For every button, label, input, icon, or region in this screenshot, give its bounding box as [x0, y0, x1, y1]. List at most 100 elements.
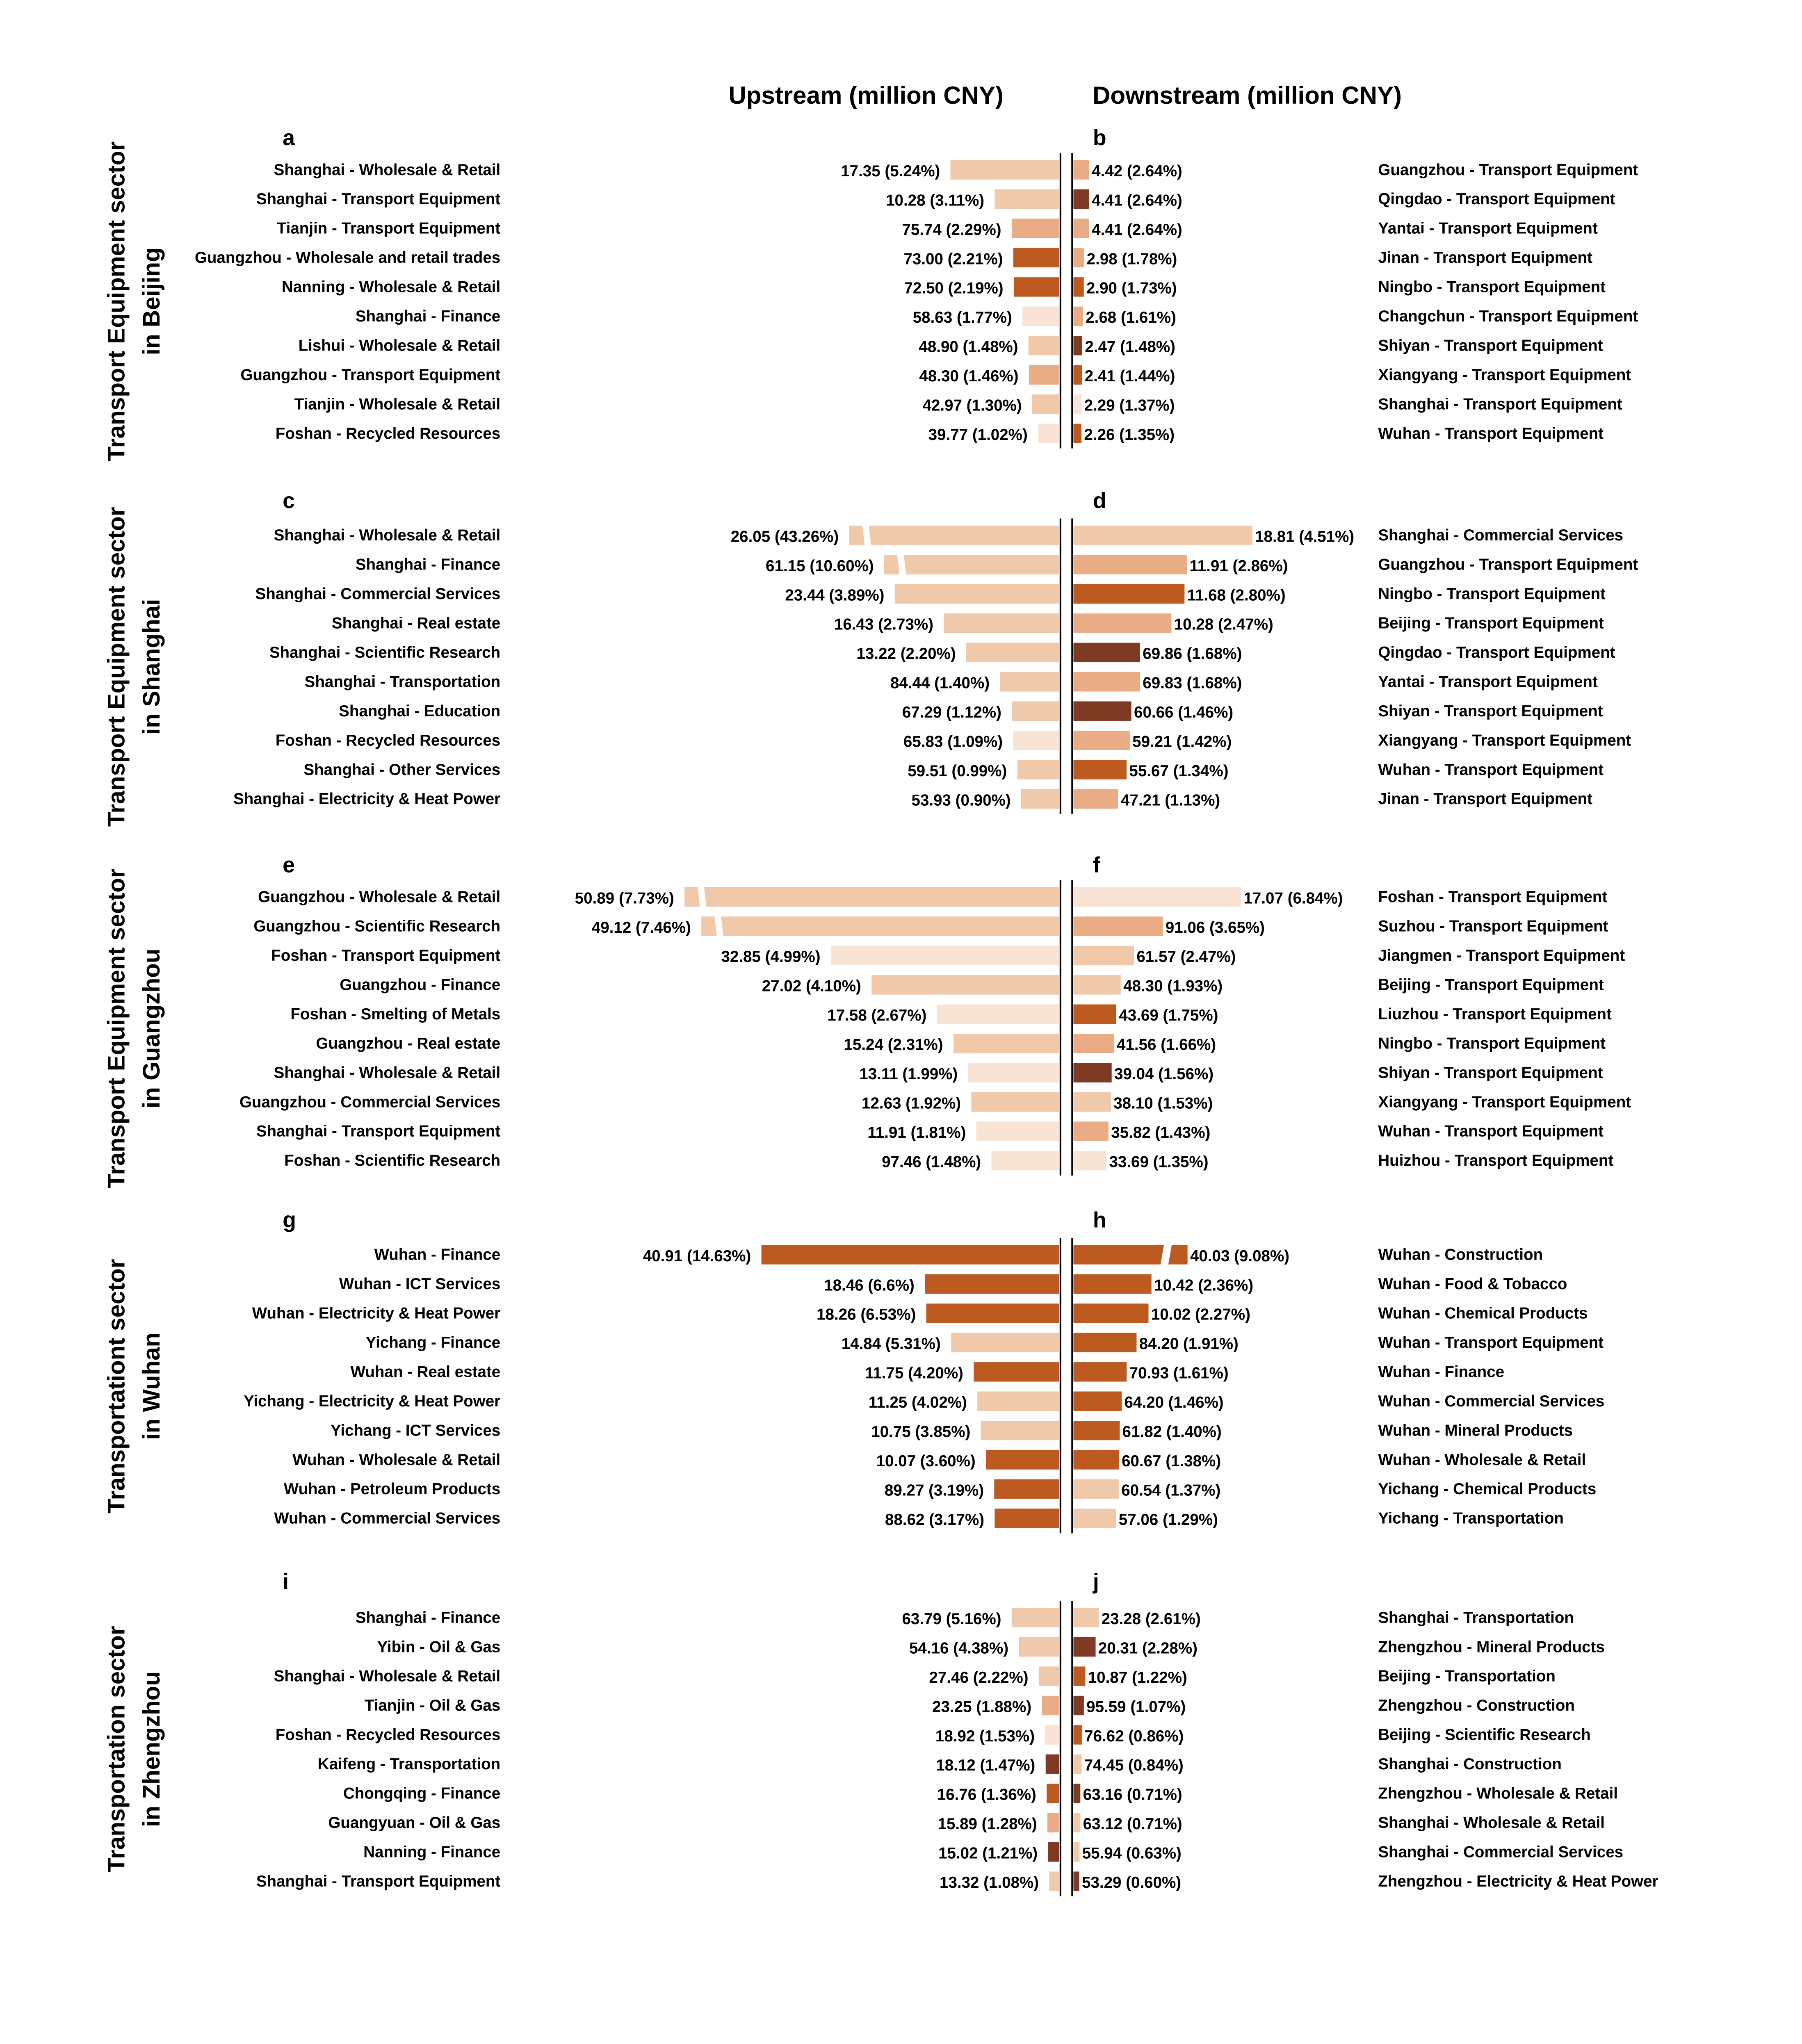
- downstream-row-label: Suzhou - Transport Equipment: [1378, 918, 1608, 935]
- downstream-row-label: Foshan - Transport Equipment: [1378, 888, 1607, 906]
- upstream-value-label: 40.91 (14.63%): [643, 1247, 751, 1265]
- panel-3: Transport Equipment sector in Guangzhou e f…: [103, 852, 1631, 1188]
- upstream-row-label: Shanghai - Real estate: [332, 615, 500, 632]
- downstream-bar: [1073, 584, 1185, 604]
- downstream-row-label: Xiangyang - Transport Equipment: [1378, 731, 1631, 749]
- downstream-bar: [1073, 1063, 1112, 1082]
- downstream-row-label: Wuhan - Finance: [1378, 1363, 1504, 1381]
- upstream-value-label: 27.46 (2.22%): [929, 1669, 1028, 1686]
- upstream-row-label: Yichang - ICT Services: [331, 1422, 500, 1439]
- downstream-bar: [1073, 394, 1082, 414]
- downstream-bar: [1073, 424, 1082, 443]
- upstream-value-label: 59.51 (0.99%): [908, 762, 1007, 780]
- downstream-bar: [1073, 1479, 1119, 1499]
- upstream-row-label: Shanghai - Wholesale & Retail: [274, 526, 501, 544]
- upstream-bar: [986, 1450, 1059, 1470]
- upstream-bar: [871, 975, 1059, 995]
- upstream-bar: [1013, 248, 1059, 268]
- downstream-value-label: 10.87 (1.22%): [1088, 1669, 1187, 1686]
- panel-title-line: in Guangzhou: [138, 948, 165, 1108]
- upstream-row-label: Wuhan - Electricity & Heat Power: [252, 1305, 500, 1322]
- panel-5: Transportation sector in Zhengzhou i j 63.79…: [103, 1570, 1658, 1896]
- downstream-bar: [1073, 1608, 1099, 1627]
- downstream-row-label: Yichang - Chemical Products: [1378, 1480, 1596, 1498]
- downstream-value-label: 64.20 (1.46%): [1124, 1394, 1223, 1411]
- downstream-row-label: Beijing - Scientific Research: [1378, 1726, 1590, 1744]
- panel-title-line: Transportation sector: [103, 1626, 130, 1872]
- upstream-bar: [994, 1479, 1059, 1499]
- upstream-bar: [937, 1004, 1059, 1024]
- upstream-value-label: 39.77 (1.02%): [928, 426, 1028, 444]
- downstream-bar: [1073, 1303, 1149, 1323]
- panel-label-upstream: c: [283, 488, 295, 513]
- upstream-bar: [995, 189, 1059, 209]
- downstream-row-label: Shiyan - Transport Equipment: [1378, 337, 1603, 354]
- downstream-row-label: Qingdao - Transport Equipment: [1378, 190, 1615, 208]
- upstream-row-label: Guangzhou - Real estate: [316, 1035, 500, 1052]
- upstream-row-label: Shanghai - Transport Equipment: [256, 1123, 501, 1140]
- upstream-value-label: 10.75 (3.85%): [871, 1423, 970, 1441]
- downstream-bar: [1073, 1034, 1114, 1053]
- downstream-bar: [1073, 219, 1089, 238]
- upstream-value-label: 11.25 (4.02%): [869, 1394, 967, 1411]
- upstream-bar: [977, 1391, 1059, 1411]
- downstream-value-label: 84.20 (1.91%): [1139, 1335, 1239, 1353]
- downstream-bar: [1073, 672, 1140, 692]
- upstream-bar: [925, 1274, 1059, 1294]
- downstream-bar: [1073, 1666, 1086, 1686]
- upstream-row-label: Shanghai - Finance: [356, 308, 500, 325]
- downstream-row-label: Shiyan - Transport Equipment: [1378, 1064, 1603, 1082]
- downstream-row-label: Yantai - Transport Equipment: [1378, 220, 1598, 237]
- upstream-bar: [1029, 365, 1059, 385]
- downstream-value-label: 38.10 (1.53%): [1113, 1094, 1213, 1112]
- downstream-value-label: 33.69 (1.35%): [1109, 1153, 1208, 1171]
- upstream-row-label: Wuhan - Wholesale & Retail: [292, 1451, 500, 1469]
- upstream-value-label: 13.11 (1.99%): [859, 1065, 958, 1083]
- downstream-value-label: 23.28 (2.61%): [1102, 1610, 1201, 1628]
- panel-title-line: Transportationt sector: [103, 1259, 130, 1513]
- downstream-row-label: Liuzhou - Transport Equipment: [1378, 1005, 1612, 1023]
- downstream-row-label: Jinan - Transport Equipment: [1378, 249, 1592, 267]
- upstream-bar: [1028, 336, 1059, 355]
- upstream-value-label: 72.50 (2.19%): [904, 280, 1003, 297]
- upstream-row-label: Guangzhou - Commercial Services: [240, 1093, 500, 1111]
- downstream-row-label: Shanghai - Commercial Services: [1378, 1843, 1623, 1861]
- downstream-row-label: Xiangyang - Transport Equipment: [1378, 1093, 1631, 1111]
- downstream-value-label: 2.47 (1.48%): [1085, 338, 1175, 356]
- upstream-row-label: Foshan - Transport Equipment: [271, 947, 500, 964]
- downstream-value-label: 2.29 (1.37%): [1084, 396, 1175, 414]
- panel-label-downstream: b: [1093, 125, 1106, 150]
- upstream-row-label: Shanghai - Finance: [356, 556, 500, 574]
- upstream-value-label: 50.89 (7.73%): [575, 889, 674, 907]
- upstream-bar: [1042, 1695, 1059, 1716]
- upstream-bar: [761, 1245, 1059, 1265]
- downstream-row-label: Changchun - Transport Equipment: [1378, 308, 1638, 325]
- upstream-value-label: 23.25 (1.88%): [932, 1698, 1031, 1716]
- downstream-value-label: 63.16 (0.71%): [1083, 1786, 1182, 1804]
- upstream-value-label: 18.12 (1.47%): [936, 1757, 1035, 1774]
- upstream-bar: [1017, 760, 1059, 779]
- upstream-bar: [1047, 1813, 1059, 1832]
- panel-label-downstream: f: [1093, 852, 1100, 877]
- downstream-row-label: Guangzhou - Transport Equipment: [1378, 556, 1638, 574]
- upstream-value-label: 49.12 (7.46%): [592, 919, 691, 937]
- downstream-bar: [1073, 887, 1241, 907]
- upstream-value-label: 18.92 (1.53%): [935, 1727, 1035, 1745]
- upstream-value-label: 10.07 (3.60%): [876, 1452, 976, 1470]
- upstream-bar: [995, 1509, 1059, 1528]
- downstream-value-label: 10.28 (2.47%): [1174, 616, 1273, 633]
- downstream-row-label: Wuhan - Food & Tobacco: [1378, 1275, 1567, 1293]
- upstream-row-label: Guangyuan - Oil & Gas: [328, 1814, 500, 1832]
- upstream-row-label: Shanghai - Transport Equipment: [256, 1873, 501, 1890]
- upstream-value-label: 18.26 (6.53%): [817, 1306, 916, 1324]
- upstream-row-label: Wuhan - Commercial Services: [274, 1510, 500, 1527]
- downstream-row-label: Shanghai - Transportation: [1378, 1609, 1574, 1627]
- bar-break-mark: [862, 524, 871, 547]
- downstream-row-label: Beijing - Transport Equipment: [1378, 976, 1604, 994]
- upstream-bar: [830, 946, 1059, 966]
- downstream-row-label: Shanghai - Construction: [1378, 1755, 1562, 1773]
- downstream-value-label: 4.41 (2.64%): [1092, 191, 1182, 209]
- upstream-bar: [1045, 1754, 1059, 1774]
- panel-title-line: Transport Equipment sector: [103, 507, 130, 827]
